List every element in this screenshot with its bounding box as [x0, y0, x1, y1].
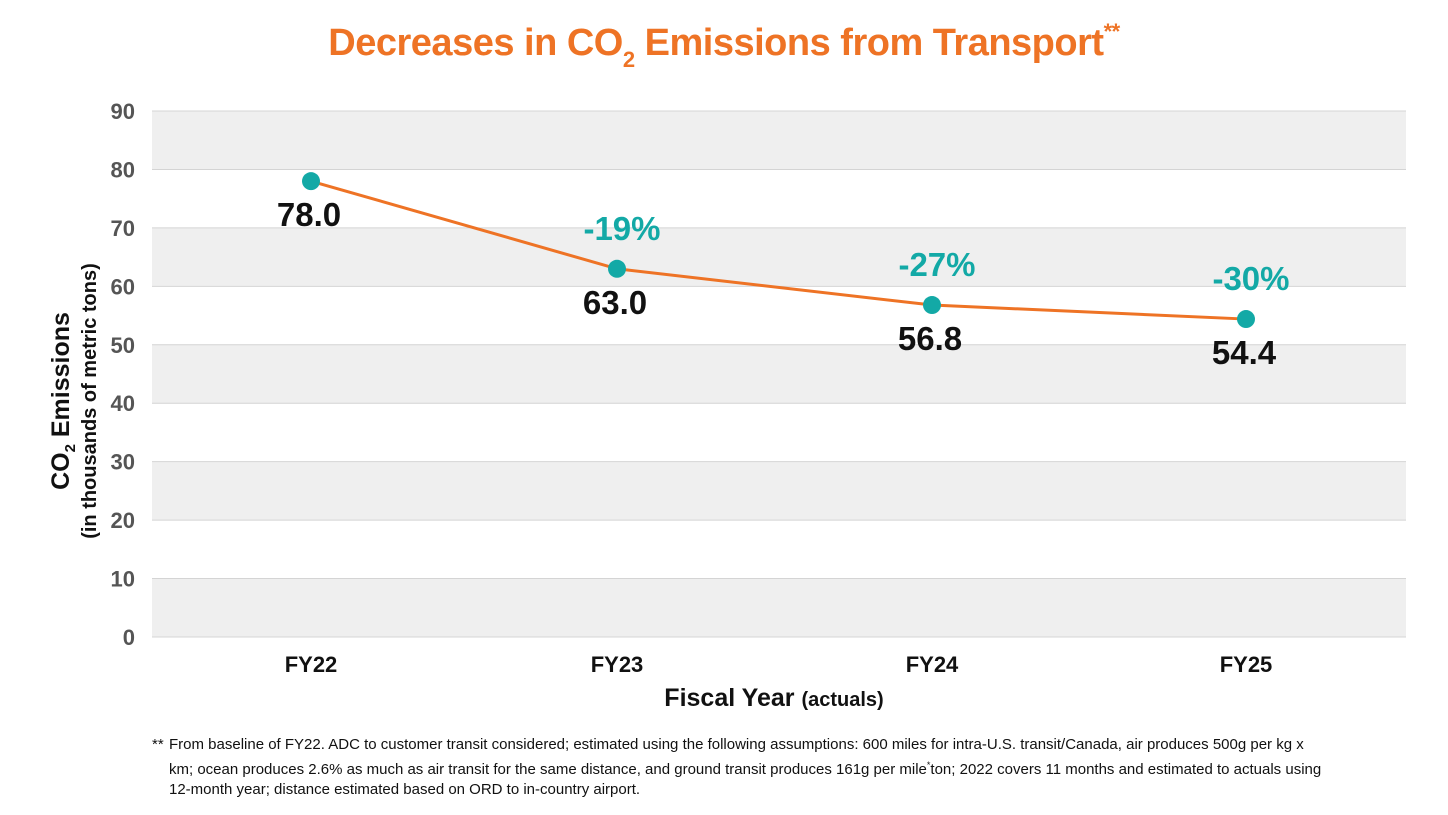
value-label: 54.4 — [1212, 334, 1277, 371]
grid-lines — [152, 110, 1406, 638]
y-axis-ticks: 0 10 20 30 40 50 60 70 80 90 — [111, 99, 135, 650]
value-label: 63.0 — [583, 284, 647, 321]
data-series — [302, 172, 1255, 329]
footnote: ** From baseline of FY22. ADC to custome… — [152, 736, 1322, 798]
chart-title: Decreases in CO2 Emissions from Transpor… — [328, 19, 1120, 72]
footnote-marker: ** — [152, 736, 164, 753]
value-label: 56.8 — [898, 320, 962, 357]
y-tick-label: 10 — [111, 567, 135, 592]
x-axis-ticks: FY22 FY23 FY24 FY25 — [285, 652, 1273, 677]
y-tick-label: 30 — [111, 450, 135, 475]
x-axis-label: Fiscal Year (actuals) — [664, 684, 884, 712]
data-point — [608, 259, 626, 278]
percent-change-label: -27% — [898, 246, 975, 283]
x-tick-label: FY24 — [906, 652, 959, 677]
data-point — [302, 172, 320, 191]
data-point — [1237, 310, 1255, 329]
percent-change-label: -30% — [1212, 260, 1289, 297]
y-tick-label: 50 — [111, 333, 135, 358]
data-labels: 78.0 63.0 -19% 56.8 -27% 54.4 -30% — [277, 196, 1290, 371]
x-tick-label: FY23 — [591, 652, 644, 677]
grid-band — [152, 227, 1406, 287]
grid-bands — [152, 111, 1406, 637]
y-tick-label: 60 — [111, 274, 135, 299]
x-tick-label: FY22 — [285, 652, 338, 677]
percent-change-label: -19% — [583, 210, 660, 247]
y-tick-label: 70 — [111, 216, 135, 241]
y-tick-label: 20 — [111, 508, 135, 533]
y-tick-label: 80 — [111, 157, 135, 182]
line-chart: 0 10 20 30 40 50 60 70 80 90 FY22 FY23 FY24 FY25 78.… — [111, 99, 1406, 677]
grid-band — [152, 403, 1406, 462]
y-tick-label: 90 — [111, 99, 135, 124]
value-label: 78.0 — [277, 196, 341, 233]
grid-band — [152, 461, 1406, 521]
x-tick-label: FY25 — [1220, 652, 1273, 677]
grid-band — [152, 344, 1406, 404]
data-point — [923, 296, 941, 315]
grid-band — [152, 520, 1406, 579]
y-axis-label: CO2 Emissions (in thousands of metric to… — [47, 263, 101, 539]
y-tick-label: 40 — [111, 391, 135, 416]
grid-band — [152, 169, 1406, 228]
grid-band — [152, 111, 1406, 170]
grid-band — [152, 578, 1406, 637]
y-tick-label: 0 — [123, 625, 135, 650]
series-line — [310, 179, 1247, 321]
